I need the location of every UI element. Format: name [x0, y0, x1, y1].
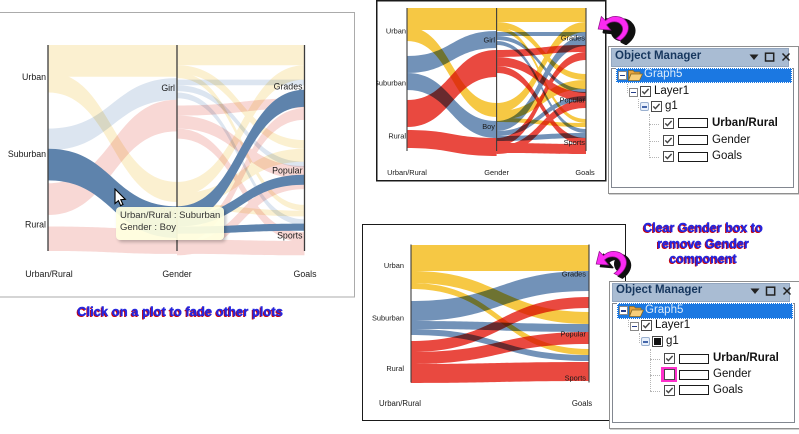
svg-text:Suburban: Suburban — [376, 79, 406, 88]
svg-text:Urban/Rural: Urban/Rural — [25, 269, 72, 279]
svg-text:Rural: Rural — [25, 220, 46, 230]
svg-text:Girl: Girl — [484, 36, 496, 45]
svg-text:Girl: Girl — [161, 83, 175, 93]
svg-text:Rural: Rural — [388, 132, 406, 141]
svg-text:Popular: Popular — [561, 330, 587, 339]
svg-text:Urban: Urban — [384, 261, 404, 270]
svg-text:Sports: Sports — [565, 374, 587, 383]
svg-text:Urban: Urban — [386, 27, 406, 36]
svg-text:Grades: Grades — [274, 82, 303, 92]
svg-text:Goals: Goals — [572, 399, 592, 408]
svg-text:Goals: Goals — [575, 168, 595, 177]
svg-text:Gender: Gender — [484, 168, 509, 177]
svg-text:Urban: Urban — [22, 72, 46, 82]
svg-text:Rural: Rural — [386, 364, 404, 373]
svg-text:Boy: Boy — [482, 122, 495, 131]
svg-text:Sports: Sports — [277, 231, 303, 241]
svg-text:Urban/Rural: Urban/Rural — [387, 168, 427, 177]
svg-text:Popular: Popular — [272, 166, 302, 176]
svg-text:Popular: Popular — [560, 96, 586, 105]
svg-text:Sports: Sports — [564, 138, 586, 147]
svg-text:Grades: Grades — [562, 270, 587, 279]
svg-text:Grades: Grades — [561, 34, 586, 43]
svg-text:Gender: Gender — [162, 269, 191, 279]
svg-text:Urban/Rural: Urban/Rural — [379, 399, 421, 408]
svg-text:Goals: Goals — [294, 269, 318, 279]
svg-text:Suburban: Suburban — [372, 314, 404, 323]
svg-text:Suburban: Suburban — [8, 149, 46, 159]
